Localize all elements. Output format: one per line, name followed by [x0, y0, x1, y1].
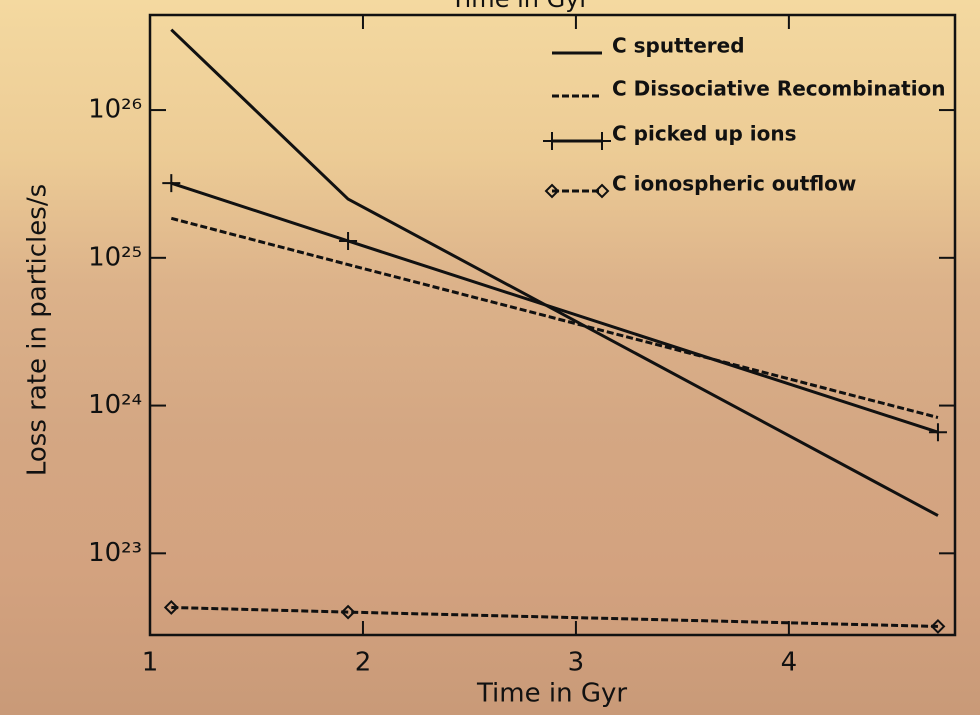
- diamond-marker: [594, 183, 610, 199]
- plus-marker: [162, 174, 181, 193]
- diamond-marker: [163, 600, 179, 615]
- y-tick-label: 10²³: [88, 538, 142, 568]
- series-line: [170, 216, 939, 419]
- plot-frame: [148, 13, 957, 637]
- top-axis-title: Time in Gyr: [450, 0, 590, 13]
- plus-marker: [543, 132, 561, 150]
- y-axis-label: Loss rate in particles/s: [23, 184, 53, 476]
- diamond-marker: [340, 604, 356, 620]
- x-tick-label: 4: [781, 648, 798, 678]
- legend-label: C picked up ions: [612, 122, 797, 146]
- y-tick-label: 10²⁴: [88, 390, 142, 420]
- x-tick-label: 1: [142, 648, 159, 678]
- legend-label: C Dissociative Recombination: [612, 77, 946, 101]
- plus-marker: [928, 423, 947, 442]
- x-axis-label: Time in Gyr: [476, 679, 627, 709]
- y-tick-label: 10²⁶: [88, 95, 142, 125]
- series-line: [171, 605, 938, 628]
- series-line: [170, 181, 939, 434]
- plus-marker: [593, 132, 611, 150]
- diamond-marker: [930, 619, 946, 634]
- x-tick-label: 3: [568, 648, 585, 678]
- series-line: [170, 28, 939, 517]
- x-tick-label: 2: [355, 648, 372, 678]
- legend-label: C sputtered: [612, 34, 745, 58]
- y-tick-label: 10²⁵: [88, 242, 142, 272]
- legend-label: C ionospheric outflow: [612, 172, 856, 196]
- diamond-marker: [544, 183, 560, 199]
- plus-marker: [339, 231, 358, 250]
